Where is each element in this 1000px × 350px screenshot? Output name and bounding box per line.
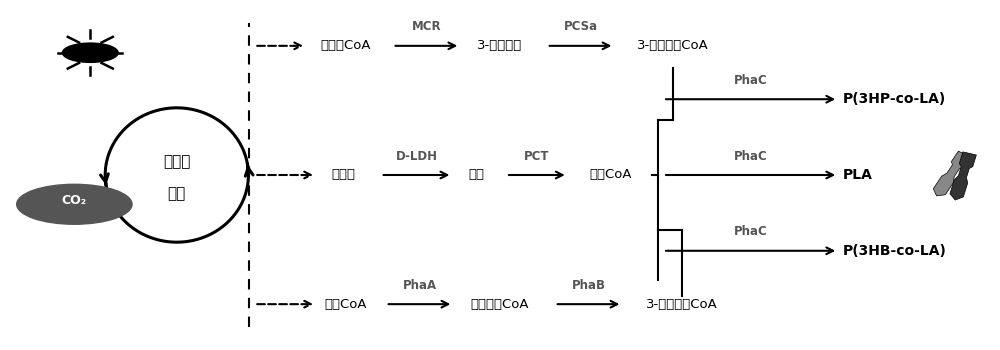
Text: PhaB: PhaB — [572, 279, 606, 292]
Text: 丙酮酸: 丙酮酸 — [332, 168, 356, 182]
Text: PhaC: PhaC — [734, 149, 767, 162]
Text: 丙二酰CoA: 丙二酰CoA — [321, 39, 371, 52]
Text: PhaC: PhaC — [734, 74, 767, 87]
Polygon shape — [950, 152, 976, 200]
Text: PhaC: PhaC — [734, 225, 767, 238]
Circle shape — [62, 43, 118, 62]
Text: PhaA: PhaA — [402, 279, 437, 292]
Text: 3-羟基丁酰CoA: 3-羟基丁酰CoA — [646, 298, 718, 311]
Text: P(3HB-co-LA): P(3HB-co-LA) — [843, 244, 947, 258]
Text: 乳酰CoA: 乳酰CoA — [589, 168, 632, 182]
Text: P(3HP-co-LA): P(3HP-co-LA) — [843, 92, 946, 106]
Text: PCT: PCT — [524, 149, 550, 162]
Polygon shape — [933, 151, 970, 196]
Text: PCSa: PCSa — [563, 20, 598, 33]
Text: PLA: PLA — [843, 168, 873, 182]
Text: 卡尔文: 卡尔文 — [163, 154, 190, 169]
Text: 乙酰乙酰CoA: 乙酰乙酰CoA — [471, 298, 529, 311]
Text: D-LDH: D-LDH — [395, 149, 437, 162]
Text: 乙酰CoA: 乙酰CoA — [325, 298, 367, 311]
Text: 乳酸: 乳酸 — [468, 168, 484, 182]
Circle shape — [17, 184, 132, 224]
Text: MCR: MCR — [412, 20, 441, 33]
Text: 3-羟基丙酰CoA: 3-羟基丙酰CoA — [637, 39, 709, 52]
Text: 循环: 循环 — [168, 187, 186, 202]
Text: CO₂: CO₂ — [62, 194, 87, 207]
Text: 3-羟基丙酸: 3-羟基丙酸 — [477, 39, 523, 52]
